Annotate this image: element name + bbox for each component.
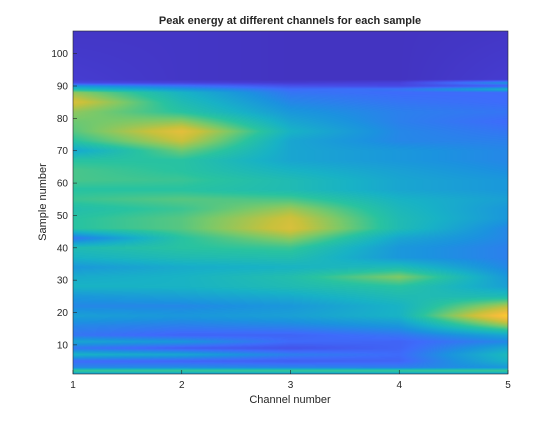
y-tick-label: 20 [57,308,69,319]
y-tick-label: 80 [57,114,69,125]
y-tick-label: 10 [57,340,69,351]
y-tick-label: 50 [57,211,69,222]
y-tick-label: 60 [57,179,69,190]
heatmap-surface [73,31,508,374]
plot-area [72,30,509,375]
y-tick-label: 100 [51,49,68,60]
y-tick-label: 40 [57,243,69,254]
x-tick-label: 3 [288,380,294,391]
y-axis-label: Sample number [37,163,49,241]
x-tick-label: 2 [179,380,185,391]
x-tick-label: 5 [505,380,511,391]
y-tick-label: 90 [57,82,69,93]
x-axis: 1 2 3 4 5 [70,370,511,391]
chart-title: Peak energy at different channels for ea… [159,15,421,27]
x-tick-label: 1 [70,380,76,391]
x-axis-label: Channel number [249,394,331,406]
x-tick-label: 4 [396,380,402,391]
y-tick-label: 70 [57,146,69,157]
y-axis: 10 20 30 40 50 60 70 80 90 100 [51,49,77,351]
y-tick-label: 30 [57,276,69,287]
